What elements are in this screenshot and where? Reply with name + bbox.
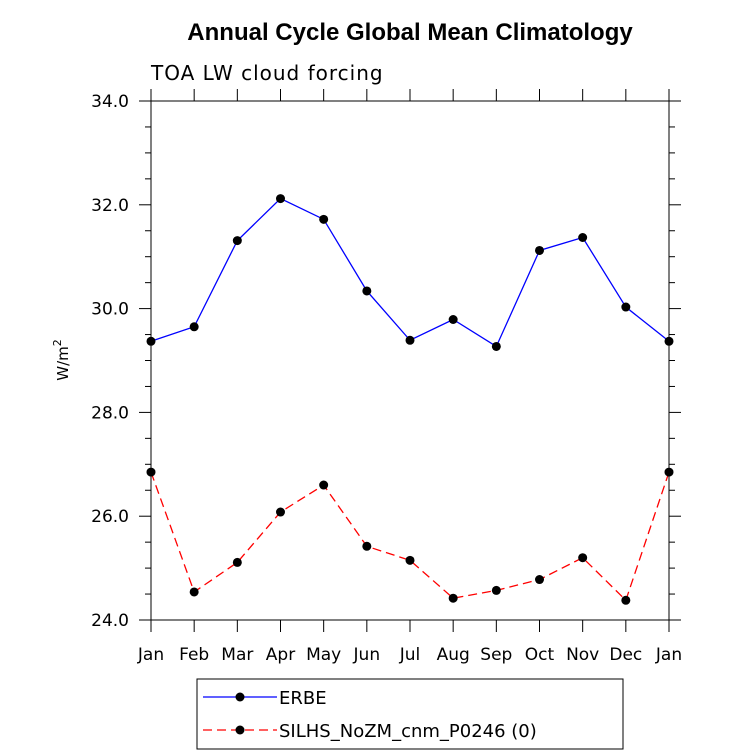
data-point (146, 467, 156, 477)
x-tick-label: Mar (221, 645, 253, 665)
legend-label: SILHS_NoZM_cnm_P0246 (0) (279, 721, 537, 742)
data-point (276, 194, 285, 204)
y-tick-label: 34.0 (91, 92, 129, 112)
series-line (150, 197, 670, 348)
data-point (405, 555, 415, 565)
data-point (664, 467, 674, 477)
data-point (362, 541, 372, 551)
x-tick-label: Feb (179, 645, 209, 665)
data-point (448, 593, 458, 603)
legend-item-1: ERBE (203, 688, 327, 709)
legend-box (196, 678, 624, 750)
y-tick-label: 26.0 (91, 507, 129, 527)
x-tick-label: Jan (655, 645, 682, 665)
x-tick-label: May (306, 645, 341, 665)
legend-item-2: SILHS_NoZM_cnm_P0246 (0) (203, 721, 537, 742)
data-point (578, 553, 588, 563)
data-point (362, 286, 372, 296)
y-tick-label: 30.0 (91, 300, 129, 320)
y-tick-label: 24.0 (91, 611, 129, 631)
data-point (448, 314, 458, 324)
chart-title: Annual Cycle Global Mean Climatology (187, 19, 633, 46)
x-tick-label: Jun (353, 645, 381, 665)
x-tick-label: Oct (525, 645, 555, 665)
y-tick-labels: 24.0 26.0 28.0 30.0 32.0 34.0 (91, 92, 129, 631)
legend-label: ERBE (279, 688, 327, 709)
series-1 (146, 194, 674, 351)
y-axis-label-superscript: 2 (51, 339, 64, 346)
x-tick-label: Dec (609, 645, 642, 665)
data-point (578, 232, 588, 242)
data-point (146, 336, 156, 346)
data-point (405, 335, 415, 345)
data-point (189, 587, 199, 597)
y-tick-label: 32.0 (91, 196, 129, 216)
data-point (535, 575, 544, 585)
data-point (491, 585, 501, 595)
data-point (491, 341, 501, 351)
series-2 (146, 467, 674, 605)
chart-subtitle: TOA LW cloud forcing (150, 61, 384, 85)
data-point (319, 214, 329, 224)
data-point (621, 302, 631, 312)
x-tick-label: Jan (137, 645, 164, 665)
plot-axes (139, 89, 681, 632)
data-point (189, 322, 199, 332)
x-tick-label: Apr (266, 645, 295, 665)
y-tick-label: 28.0 (91, 403, 129, 423)
y-axis-label-text: W/m (54, 346, 72, 381)
data-point (319, 480, 329, 490)
legend: ERBE SILHS_NoZM_cnm_P0246 (0) (196, 678, 624, 750)
data-point (232, 236, 242, 246)
series-layer (146, 194, 674, 605)
x-tick-label: Aug (437, 645, 470, 665)
series-line (150, 471, 670, 602)
x-tick-labels: Jan Feb Mar Apr May Jun Jul Aug Sep Oct Nov Dec Jan (137, 645, 682, 665)
legend-marker (235, 725, 245, 735)
x-tick-label: Jul (399, 645, 421, 665)
x-tick-label: Nov (566, 645, 599, 665)
data-point (535, 245, 544, 255)
data-point (664, 336, 674, 346)
data-point (232, 557, 242, 567)
data-point (276, 507, 285, 517)
plot-frame (150, 100, 670, 621)
x-tick-label: Sep (480, 645, 512, 665)
y-axis-label: W/m2 (51, 339, 72, 381)
data-point (621, 595, 631, 605)
legend-marker (235, 692, 245, 702)
legend-items: ERBE SILHS_NoZM_cnm_P0246 (0) (203, 688, 537, 742)
